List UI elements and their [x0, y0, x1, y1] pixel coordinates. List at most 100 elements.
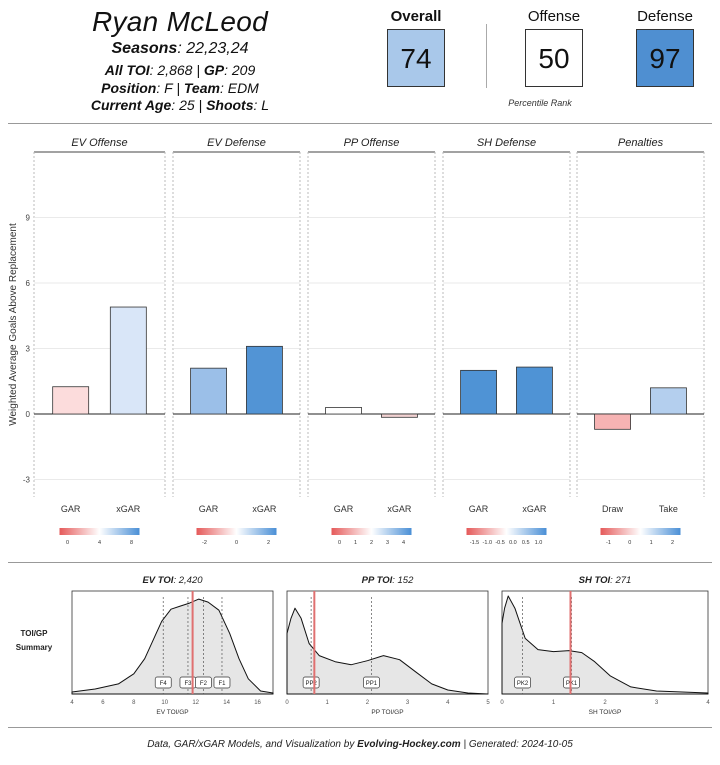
offense-rank-box: 50 — [525, 29, 583, 87]
seasons-value: 22,23,24 — [186, 40, 249, 57]
age-line: Current Age: 25 | Shoots: L — [90, 97, 270, 113]
density-curve — [286, 607, 489, 695]
x-tick-label: 2 — [366, 700, 370, 706]
footer-brand[interactable]: Evolving-Hockey.com — [357, 739, 461, 750]
defense-label: Defense — [637, 8, 693, 25]
color-scale-tick: 0 — [66, 540, 69, 546]
toi-title-label: PP TOI — [362, 575, 393, 586]
marker-label: F2 — [200, 681, 208, 687]
toi-title-value: : 271 — [610, 575, 631, 586]
color-scale-tick: 0.5 — [522, 540, 530, 546]
gar-panel-4: Penalties Draw Take -1 0 1 2 — [576, 137, 705, 546]
color-scale-tick: 2 — [671, 540, 674, 546]
x-tick-label: 14 — [223, 700, 230, 706]
color-scale-tick: 1 — [650, 540, 653, 546]
position-label: Position — [101, 80, 157, 96]
defense-rank-box: 97 — [636, 29, 694, 87]
x-tick-label: xGAR — [252, 504, 277, 514]
overall-rank-box: 74 — [387, 29, 445, 87]
footer-prefix: Data, GAR/xGAR Models, and Visualization… — [147, 739, 355, 750]
gar-chart: Weighted Average Goals Above Replacement… — [8, 137, 705, 546]
color-scale-tick: 1.0 — [535, 540, 543, 546]
x-tick-label: Take — [659, 504, 678, 514]
toi-title-value: : 152 — [392, 575, 414, 586]
toi-panel-title: EV TOI: 2,420 — [142, 575, 203, 586]
color-scale-tick: 3 — [386, 540, 389, 546]
y-tick-label: -3 — [23, 476, 31, 485]
all-toi-label: All TOI — [104, 62, 150, 78]
color-scale-tick: 8 — [130, 540, 133, 546]
x-tick-label: xGAR — [116, 504, 141, 514]
x-tick-label: 10 — [161, 700, 168, 706]
gar-panel-1: EV Defense GAR xGAR -2 0 2 — [172, 137, 301, 546]
color-scale-bar — [331, 528, 412, 535]
x-tick-label: 5 — [486, 700, 490, 706]
color-scale-tick: 0.0 — [509, 540, 517, 546]
bar-xgar — [109, 306, 147, 415]
marker-label: PK1 — [566, 681, 578, 687]
bar-gar — [190, 367, 227, 415]
gp-label: GP — [203, 62, 225, 78]
panel-title: EV Defense — [207, 137, 266, 149]
y-tick-label: 9 — [26, 214, 31, 223]
offense-label: Offense — [527, 8, 581, 25]
color-scale-tick: 4 — [402, 540, 405, 546]
footer-generated: | Generated: 2024-10-05 — [463, 739, 573, 750]
toi-panel-title: PP TOI: 152 — [362, 575, 414, 586]
footer: Data, GAR/xGAR Models, and Visualization… — [0, 739, 720, 750]
x-tick-label: 6 — [101, 700, 105, 706]
x-tick-label: 0 — [500, 700, 504, 706]
color-scale-tick: 2 — [267, 540, 270, 546]
color-scale-bar — [196, 528, 277, 535]
divider-top — [8, 123, 712, 124]
x-tick-label: 4 — [706, 700, 710, 706]
x-axis-label: SH TOI/GP — [589, 709, 622, 716]
color-scale-tick: 2 — [370, 540, 373, 546]
position-line: Position: F | Team: EDM — [101, 80, 259, 96]
seasons-line: Seasons: 22,23,24 — [111, 40, 249, 57]
marker-box — [514, 676, 531, 689]
divider-bottom — [8, 727, 712, 728]
y-tick-label: 0 — [26, 410, 31, 419]
marker-label: F1 — [218, 681, 226, 687]
team-value: EDM — [227, 80, 259, 96]
bar-draw — [594, 413, 631, 430]
shoots-label: Shoots — [206, 97, 254, 113]
marker-label: F4 — [160, 681, 168, 687]
percentile-caption: Percentile Rank — [508, 98, 572, 108]
gar-panel-0: EV Offense GAR xGAR 0 4 8 — [33, 137, 166, 546]
y-tick-label: 3 — [26, 345, 31, 354]
x-tick-label: 3 — [655, 700, 659, 706]
x-tick-label: 1 — [552, 700, 556, 706]
color-scale-tick: -1.0 — [483, 540, 492, 546]
x-tick-label: GAR — [61, 504, 81, 514]
color-scale-tick: -0.5 — [495, 540, 504, 546]
x-tick-label: 3 — [406, 700, 410, 706]
bar-xgar — [516, 366, 553, 415]
x-tick-label: GAR — [199, 504, 219, 514]
bar-xgar — [381, 413, 418, 418]
x-axis-label: EV TOI/GP — [156, 709, 188, 716]
color-scale-tick: 0 — [338, 540, 341, 546]
summary-label: TOI/GP — [21, 629, 49, 638]
shoots-value: L — [261, 97, 270, 113]
x-tick-label: 12 — [192, 700, 199, 706]
marker-box — [563, 676, 580, 689]
overall-label: Overall — [390, 8, 442, 25]
bar-take — [650, 387, 687, 415]
position-value: F — [164, 80, 173, 96]
color-scale-tick: 0 — [628, 540, 631, 546]
panel-title: SH Defense — [477, 137, 536, 149]
summary-label: Summary — [16, 643, 53, 652]
color-scale-tick: 4 — [98, 540, 101, 546]
color-scale-bar — [600, 528, 681, 535]
gar-panel-3: SH Defense GAR xGAR -1.5 -1.0 -0.5 0.0 0.5 1.0 — [442, 137, 571, 546]
toi-panel-title: SH TOI: 271 — [579, 575, 632, 586]
panel-title: PP Offense — [344, 137, 400, 149]
density-curve — [71, 598, 274, 695]
panel-title: EV Offense — [71, 137, 127, 149]
color-scale-tick: 0 — [235, 540, 238, 546]
color-scale-bar — [59, 528, 140, 535]
x-tick-label: 2 — [603, 700, 607, 706]
